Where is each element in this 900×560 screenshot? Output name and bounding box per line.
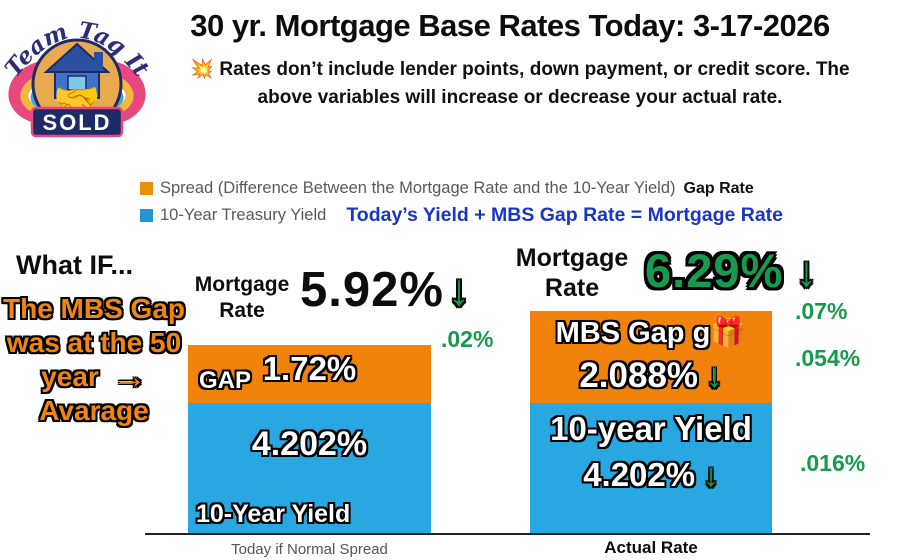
house-window	[67, 75, 87, 91]
left-bar-yield-segment[interactable]	[188, 403, 431, 533]
what-if-heading: What IF...	[16, 250, 133, 280]
rates-disclaimer: 💥 Rates don’t include lender points, dow…	[160, 56, 880, 111]
right-arrow-icon: →	[112, 358, 147, 397]
left-bar-total-rate: 5.92%	[300, 263, 444, 317]
legend-row-treasury: 10-Year Treasury Yield Today’s Yield + M…	[140, 204, 783, 227]
right-gap-value: 2.088% ↓	[530, 356, 772, 396]
sold-banner	[30, 106, 124, 138]
rate-formula-text: Today’s Yield + MBS Gap Rate = Mortgage …	[346, 204, 784, 226]
right-bar-yield-segment[interactable]	[530, 403, 772, 533]
sold-banner-text: SOLD	[42, 110, 111, 135]
left-total-down-arrow-icon: ↓	[448, 266, 470, 315]
gap-rate-label: Gap Rate	[683, 179, 754, 197]
left-gap-value: 1.72%	[262, 350, 357, 387]
right-bar-total-rate: 6.29%	[645, 244, 784, 297]
treasury-swatch-icon	[140, 209, 153, 222]
disclaimer-line2: above variables will increase or decreas…	[257, 86, 783, 108]
right-category-label: Actual Rate	[604, 538, 698, 557]
burst-icon: 💥	[190, 59, 215, 80]
right-yield-change: .016%	[800, 450, 866, 476]
team-tag-it-logo: 🤝 SOLD Team Tag It	[0, 2, 155, 140]
left-yield-value: 4.202%	[251, 425, 368, 463]
right-total-change: .07%	[795, 298, 848, 324]
gift-icon: 🎁	[710, 317, 747, 349]
annotation-line3: year →	[0, 360, 188, 394]
left-bar-gap-segment[interactable]	[188, 345, 431, 403]
right-gap-change: .054%	[795, 345, 861, 371]
house-chimney	[94, 52, 103, 68]
spread-legend-label: Spread (Difference Between the Mortgage …	[160, 179, 676, 197]
left-yield-label: 10-Year Yield	[196, 500, 351, 528]
right-gap-down-arrow-icon: ↓	[706, 358, 723, 395]
x-axis-line	[145, 533, 870, 535]
right-gap-label: MBS Gap g🎁	[530, 316, 772, 350]
left-bar-title: Mortgage Rate	[194, 273, 290, 323]
right-gap-value-text: 2.088%	[579, 356, 699, 395]
left-total-change: .02%	[441, 326, 494, 352]
annotation-line3-text: year	[41, 361, 99, 393]
right-bar-title: Mortgage Rate	[515, 244, 629, 302]
mbs-gap-annotation: The MBS Gap was at the 50 year → Avarage	[0, 292, 188, 429]
legend-row-spread: Spread (Difference Between the Mortgage …	[140, 179, 754, 198]
right-yield-down-arrow-icon: ↓	[703, 458, 719, 493]
annotation-line1: The MBS Gap	[2, 293, 185, 324]
right-bar-gap-segment[interactable]	[530, 311, 772, 403]
right-gap-label-text: MBS Gap g	[555, 317, 711, 349]
annotation-line2: was at the 50	[6, 327, 182, 359]
left-category-label: Today if Normal Spread	[231, 541, 388, 558]
spread-swatch-icon	[140, 182, 153, 195]
left-gap-label: GAP	[199, 367, 252, 394]
right-yield-label: 10-year Yield	[550, 410, 752, 447]
annotation-line4: Avarage	[39, 395, 149, 427]
treasury-legend-label: 10-Year Treasury Yield	[160, 206, 327, 224]
disclaimer-line1: Rates don’t include lender points, down …	[219, 59, 850, 80]
right-total-down-arrow-icon: ↓	[796, 248, 817, 295]
page-title: 30 yr. Mortgage Base Rates Today: 3-17-2…	[190, 8, 830, 43]
right-yield-value-text: 4.202%	[583, 456, 696, 493]
logo-graphic: 🤝 SOLD Team Tag It	[0, 17, 155, 138]
right-yield-value: 4.202% ↓	[530, 456, 772, 494]
